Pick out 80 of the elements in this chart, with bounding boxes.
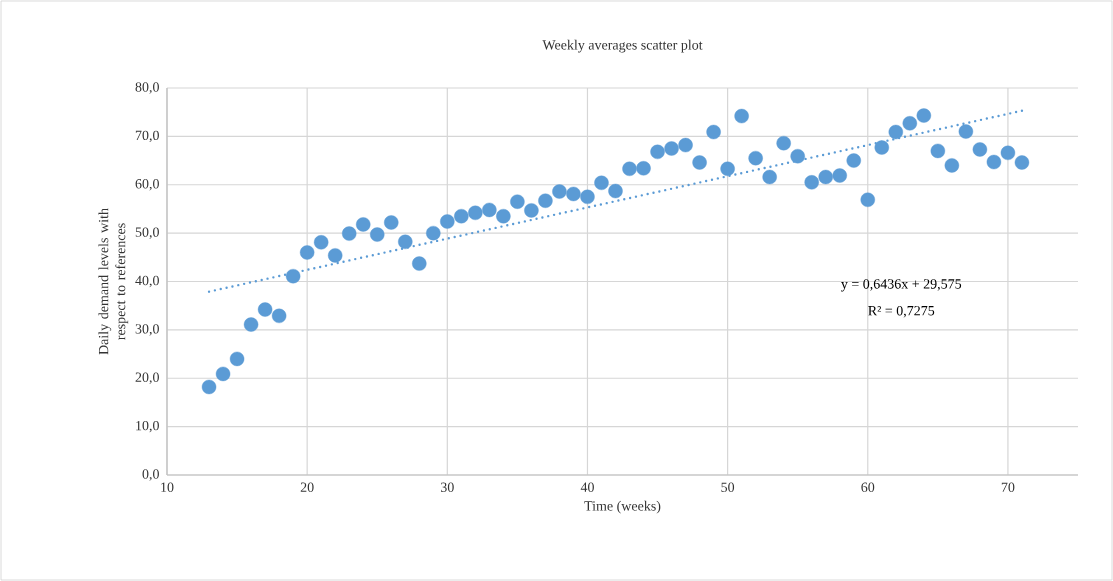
point <box>229 351 245 367</box>
y-tick-label: 40,0 <box>135 275 159 288</box>
annotation: y = 0,6436x + 29,575 <box>841 279 962 292</box>
point <box>846 153 861 168</box>
point <box>818 169 833 185</box>
point <box>285 268 301 284</box>
point <box>930 143 946 159</box>
point <box>1014 155 1030 170</box>
point <box>874 140 889 155</box>
point <box>706 124 721 140</box>
point <box>580 189 595 205</box>
point <box>972 142 988 157</box>
point <box>412 256 427 271</box>
point <box>454 209 469 224</box>
point <box>720 161 735 176</box>
y-tick-label: 80,0 <box>135 82 159 94</box>
point <box>762 169 777 185</box>
point <box>257 302 273 317</box>
point <box>944 158 960 173</box>
x-tick-label: 50 <box>721 482 735 492</box>
point <box>356 217 371 232</box>
point <box>860 192 875 207</box>
point <box>524 203 539 218</box>
point <box>986 154 1002 170</box>
point <box>636 161 651 176</box>
x-tick-label: 60 <box>861 482 875 492</box>
y-tick-label: 20,0 <box>135 372 159 384</box>
point <box>342 226 357 241</box>
point <box>482 202 497 218</box>
point <box>271 308 287 324</box>
point <box>552 184 567 199</box>
point <box>916 108 932 123</box>
y-tick-label: 60,0 <box>135 179 159 191</box>
y-tick-label: 30,0 <box>135 324 159 336</box>
y-axis-title: Daily demand levels with respect to references <box>98 208 129 355</box>
point <box>538 193 553 208</box>
point <box>370 227 385 242</box>
point <box>215 366 231 382</box>
annotation: R² = 0,7275 <box>868 305 935 318</box>
point <box>594 175 609 191</box>
point <box>692 155 707 170</box>
point <box>734 108 749 124</box>
x-tick-label: 40 <box>580 482 594 492</box>
y-tick-label: 0,0 <box>142 469 159 481</box>
chart-title: Weekly averages scatter plot <box>542 39 703 53</box>
point <box>1000 145 1016 161</box>
point <box>832 168 847 183</box>
point <box>902 116 918 131</box>
point <box>313 235 329 250</box>
point <box>958 124 974 139</box>
point <box>510 194 525 209</box>
point <box>776 135 791 151</box>
point <box>440 214 455 229</box>
point <box>888 124 903 140</box>
x-tick-label: 70 <box>1001 482 1015 492</box>
y-tick-label: 10,0 <box>136 420 159 433</box>
point <box>650 144 665 160</box>
x-axis-title: Time (weeks) <box>584 500 661 514</box>
point <box>496 209 511 224</box>
point <box>748 150 763 166</box>
point <box>201 379 217 395</box>
point <box>426 225 441 241</box>
x-tick-label: 30 <box>440 482 454 492</box>
point <box>299 245 315 260</box>
point <box>790 149 805 164</box>
point <box>384 215 399 230</box>
point <box>327 248 343 263</box>
x-tick-label: 20 <box>300 482 314 492</box>
point <box>804 175 819 190</box>
point <box>243 317 259 332</box>
y-tick-label: 70,0 <box>135 130 159 143</box>
point <box>468 205 483 221</box>
point <box>608 183 623 199</box>
y-tick-label: 50,0 <box>135 227 159 239</box>
point <box>398 234 413 250</box>
point <box>622 161 637 176</box>
point <box>678 137 693 153</box>
point <box>664 141 679 156</box>
x-tick-label: 10 <box>161 482 174 492</box>
point <box>566 186 581 202</box>
